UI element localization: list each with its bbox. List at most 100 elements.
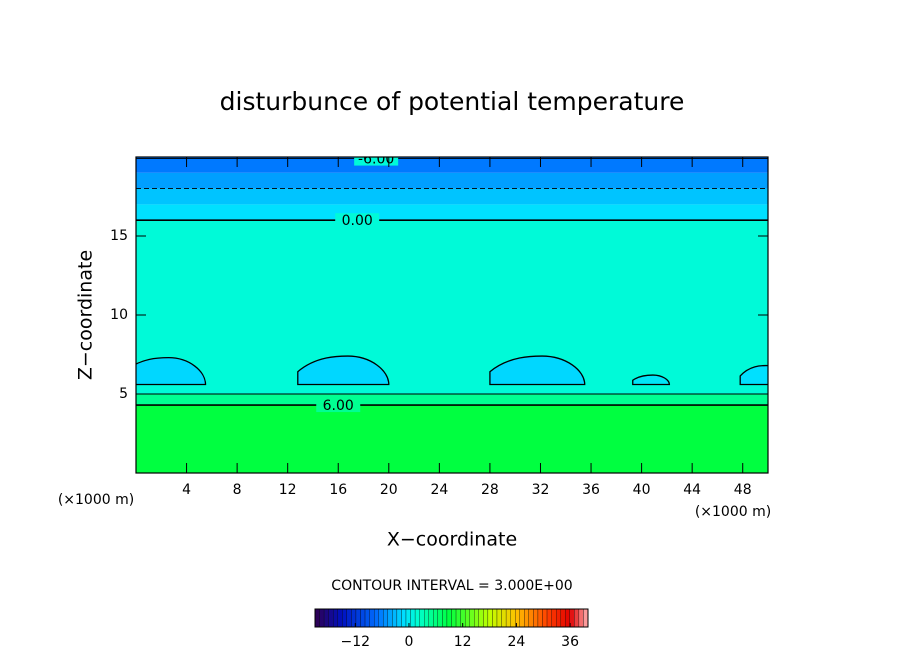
- colorbar-cell: [556, 608, 561, 628]
- x-tick-label: 48: [734, 482, 752, 498]
- colorbar-cell: [546, 608, 552, 628]
- x-tick-label: 4: [182, 482, 191, 498]
- x-tick-label: 40: [633, 482, 651, 498]
- contour-label-bg: [335, 213, 380, 228]
- x-tick-label: 8: [233, 482, 242, 498]
- colorbar-cell: [346, 608, 352, 628]
- colorbar-cell: [437, 608, 443, 628]
- field-layer: [136, 204, 768, 221]
- colorbar-cell: [565, 608, 570, 628]
- x-tick-label: 32: [532, 482, 550, 498]
- colorbar-cell: [501, 608, 507, 628]
- colorbar-cell: [542, 608, 548, 628]
- colorbar-cell: [574, 608, 580, 628]
- colorbar-cell: [446, 608, 452, 628]
- colorbar-cell: [474, 608, 479, 628]
- colorbar-cell: [478, 608, 484, 628]
- colorbar-cell: [533, 608, 539, 628]
- colorbar-cell: [396, 608, 402, 628]
- colorbar-cell: [451, 608, 457, 628]
- colorbar-cell: [383, 608, 388, 628]
- cell: [136, 357, 207, 386]
- cell: [297, 355, 390, 386]
- plot-area: -6.00 0.00 6.00: [136, 152, 768, 473]
- colorbar-frame: [314, 608, 589, 628]
- colorbar-cell: [419, 608, 425, 628]
- x-tick-label: 44: [683, 482, 701, 498]
- colorbar-cell: [342, 608, 347, 628]
- colorbar-tick-label: −12: [341, 634, 371, 650]
- y-tick-label: 10: [110, 307, 128, 323]
- colorbar-cell: [483, 608, 489, 628]
- colorbar-cell: [583, 608, 589, 628]
- colorbar-cell: [424, 608, 429, 628]
- colorbar-cell: [469, 608, 475, 628]
- colorbar-cell: [319, 608, 325, 628]
- y-axis-label: Z−coordinate: [75, 250, 97, 380]
- x-unit-label: (×1000 m): [695, 504, 771, 520]
- colorbar-cell: [510, 608, 516, 628]
- colorbar-cell: [387, 608, 393, 628]
- colorbar-cell: [410, 608, 416, 628]
- field-layer: [136, 394, 768, 406]
- x-tick-label: 28: [481, 482, 499, 498]
- colorbar-cell: [505, 608, 511, 628]
- x-unit-label: (×1000 m): [58, 492, 134, 508]
- colorbar-cell: [328, 608, 334, 628]
- contour-label-bg: [316, 398, 361, 413]
- colorbar-cell: [487, 608, 493, 628]
- colorbar-cell: [337, 608, 343, 628]
- colorbar-tick-label: 36: [561, 634, 579, 650]
- cell: [739, 364, 768, 386]
- colorbar-cell: [515, 608, 520, 628]
- colorbar-cell: [442, 608, 448, 628]
- colorbar-cell: [355, 608, 361, 628]
- cell: [489, 355, 586, 386]
- field-layer: [136, 405, 768, 473]
- colorbar-cell: [551, 608, 557, 628]
- y-tick-label: 15: [110, 228, 128, 244]
- colorbar-cell: [578, 608, 584, 628]
- colorbar-cell: [428, 608, 434, 628]
- colorbar-cell: [333, 608, 338, 628]
- colorbar-cell: [496, 608, 502, 628]
- x-tick-label: 12: [279, 482, 297, 498]
- contour-label: 6.00: [323, 398, 354, 414]
- colorbar-cell: [433, 608, 438, 628]
- x-tick-label: 36: [582, 482, 600, 498]
- colorbar-cell: [373, 608, 379, 628]
- colorbar-tick-label: 24: [507, 634, 525, 650]
- contour-label-bg: [354, 157, 399, 166]
- colorbar-cell: [392, 608, 398, 628]
- colorbar-cell: [360, 608, 366, 628]
- chart-title: disturbunce of potential temperature: [220, 87, 685, 116]
- contour-label: -6.00: [358, 152, 394, 168]
- cell: [632, 374, 671, 386]
- field-layer: [136, 220, 768, 394]
- field-layer: [136, 188, 768, 205]
- colorbar-cell: [369, 608, 375, 628]
- colorbar-cell: [492, 608, 498, 628]
- colorbar-tick-label: 12: [454, 634, 472, 650]
- colorbar-cell: [414, 608, 420, 628]
- x-tick-label: 20: [380, 482, 398, 498]
- colorbar-cell: [464, 608, 470, 628]
- colorbar-cell: [323, 608, 329, 628]
- colorbar-cell: [364, 608, 370, 628]
- contour-interval: CONTOUR INTERVAL = 3.000E+00: [331, 578, 572, 594]
- colorbar-cell: [314, 608, 320, 628]
- colorbar-cell: [524, 608, 529, 628]
- x-axis-label: X−coordinate: [387, 529, 517, 551]
- x-tick-label: 16: [329, 482, 347, 498]
- colorbar-cell: [560, 608, 566, 628]
- field-layer: [136, 157, 768, 173]
- contour-label: 0.00: [342, 213, 373, 229]
- colorbar-cell: [455, 608, 461, 628]
- colorbar-cell: [537, 608, 543, 628]
- y-tick-label: 5: [119, 386, 128, 402]
- colorbar-cell: [378, 608, 384, 628]
- x-tick-label: 24: [430, 482, 448, 498]
- colorbar-cell: [519, 608, 525, 628]
- colorbar-cell: [528, 608, 534, 628]
